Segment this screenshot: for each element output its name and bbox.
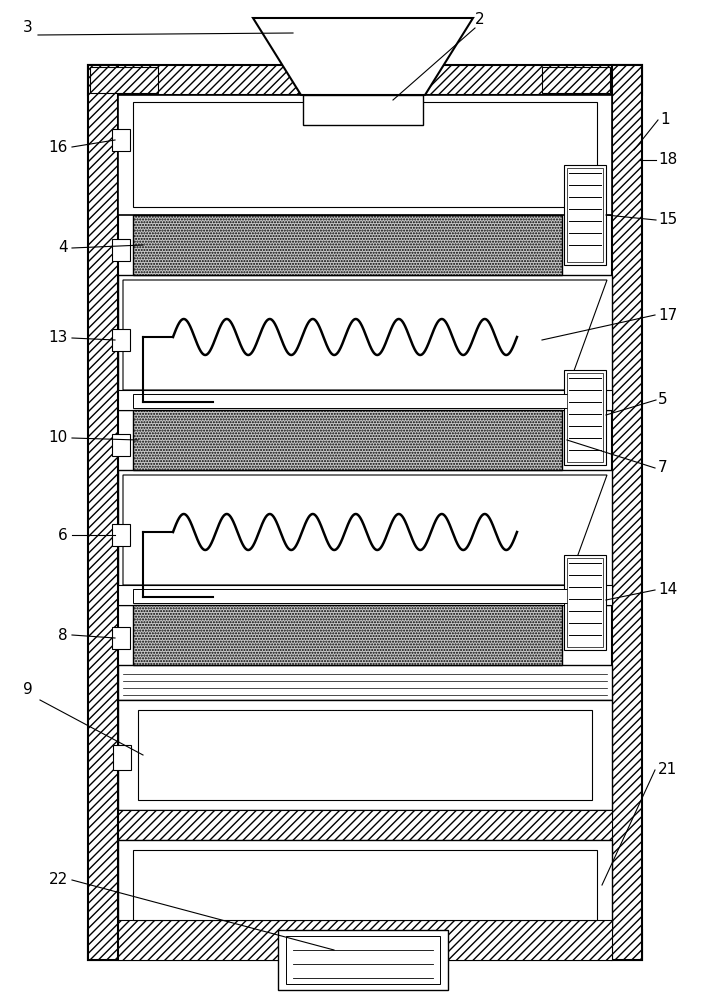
Bar — [118, 810, 612, 840]
Text: 16: 16 — [49, 139, 68, 154]
Bar — [112, 129, 130, 151]
Text: 17: 17 — [658, 308, 677, 322]
Text: 21: 21 — [658, 762, 677, 778]
Bar — [112, 524, 130, 546]
Polygon shape — [123, 475, 607, 585]
Bar — [118, 390, 612, 410]
Bar — [90, 67, 158, 93]
Bar — [88, 930, 642, 960]
Text: 6: 6 — [58, 528, 68, 542]
Bar — [567, 558, 603, 647]
Bar — [567, 373, 603, 462]
Bar — [118, 95, 612, 215]
Text: 18: 18 — [658, 152, 677, 167]
Bar — [564, 370, 606, 465]
Polygon shape — [253, 18, 473, 95]
Text: 14: 14 — [658, 582, 677, 597]
Text: 22: 22 — [49, 872, 68, 888]
Text: 9: 9 — [23, 682, 33, 698]
Bar — [88, 65, 118, 960]
Bar — [112, 627, 130, 649]
Bar — [133, 410, 562, 470]
Bar — [303, 95, 423, 125]
Bar — [133, 589, 597, 603]
Bar — [138, 710, 592, 800]
Text: 3: 3 — [23, 20, 33, 35]
Bar — [133, 850, 597, 920]
Text: 5: 5 — [658, 392, 668, 408]
Bar — [113, 745, 131, 770]
Polygon shape — [123, 280, 607, 390]
Bar — [286, 936, 440, 984]
Text: 10: 10 — [49, 430, 68, 446]
Bar — [118, 840, 612, 930]
Bar — [567, 168, 603, 262]
Bar — [278, 930, 448, 990]
Bar — [118, 665, 612, 700]
Text: 2: 2 — [476, 12, 485, 27]
Text: 13: 13 — [49, 330, 68, 346]
Text: 7: 7 — [658, 460, 668, 476]
Bar — [564, 555, 606, 650]
Text: 1: 1 — [660, 112, 669, 127]
Bar — [612, 65, 642, 960]
Bar — [133, 215, 562, 275]
Bar — [542, 67, 610, 93]
Bar — [133, 102, 597, 207]
Bar — [564, 165, 606, 265]
Text: 4: 4 — [58, 240, 68, 255]
Bar — [118, 700, 612, 810]
Bar — [133, 605, 562, 665]
Bar — [118, 470, 612, 605]
Bar — [118, 920, 612, 960]
Bar — [112, 434, 130, 456]
Bar — [88, 65, 642, 95]
Text: 15: 15 — [658, 213, 677, 228]
Bar — [112, 329, 130, 351]
Bar — [118, 585, 612, 605]
Bar — [118, 275, 612, 410]
Bar — [133, 394, 597, 408]
Text: 8: 8 — [58, 628, 68, 643]
Bar — [112, 239, 130, 261]
